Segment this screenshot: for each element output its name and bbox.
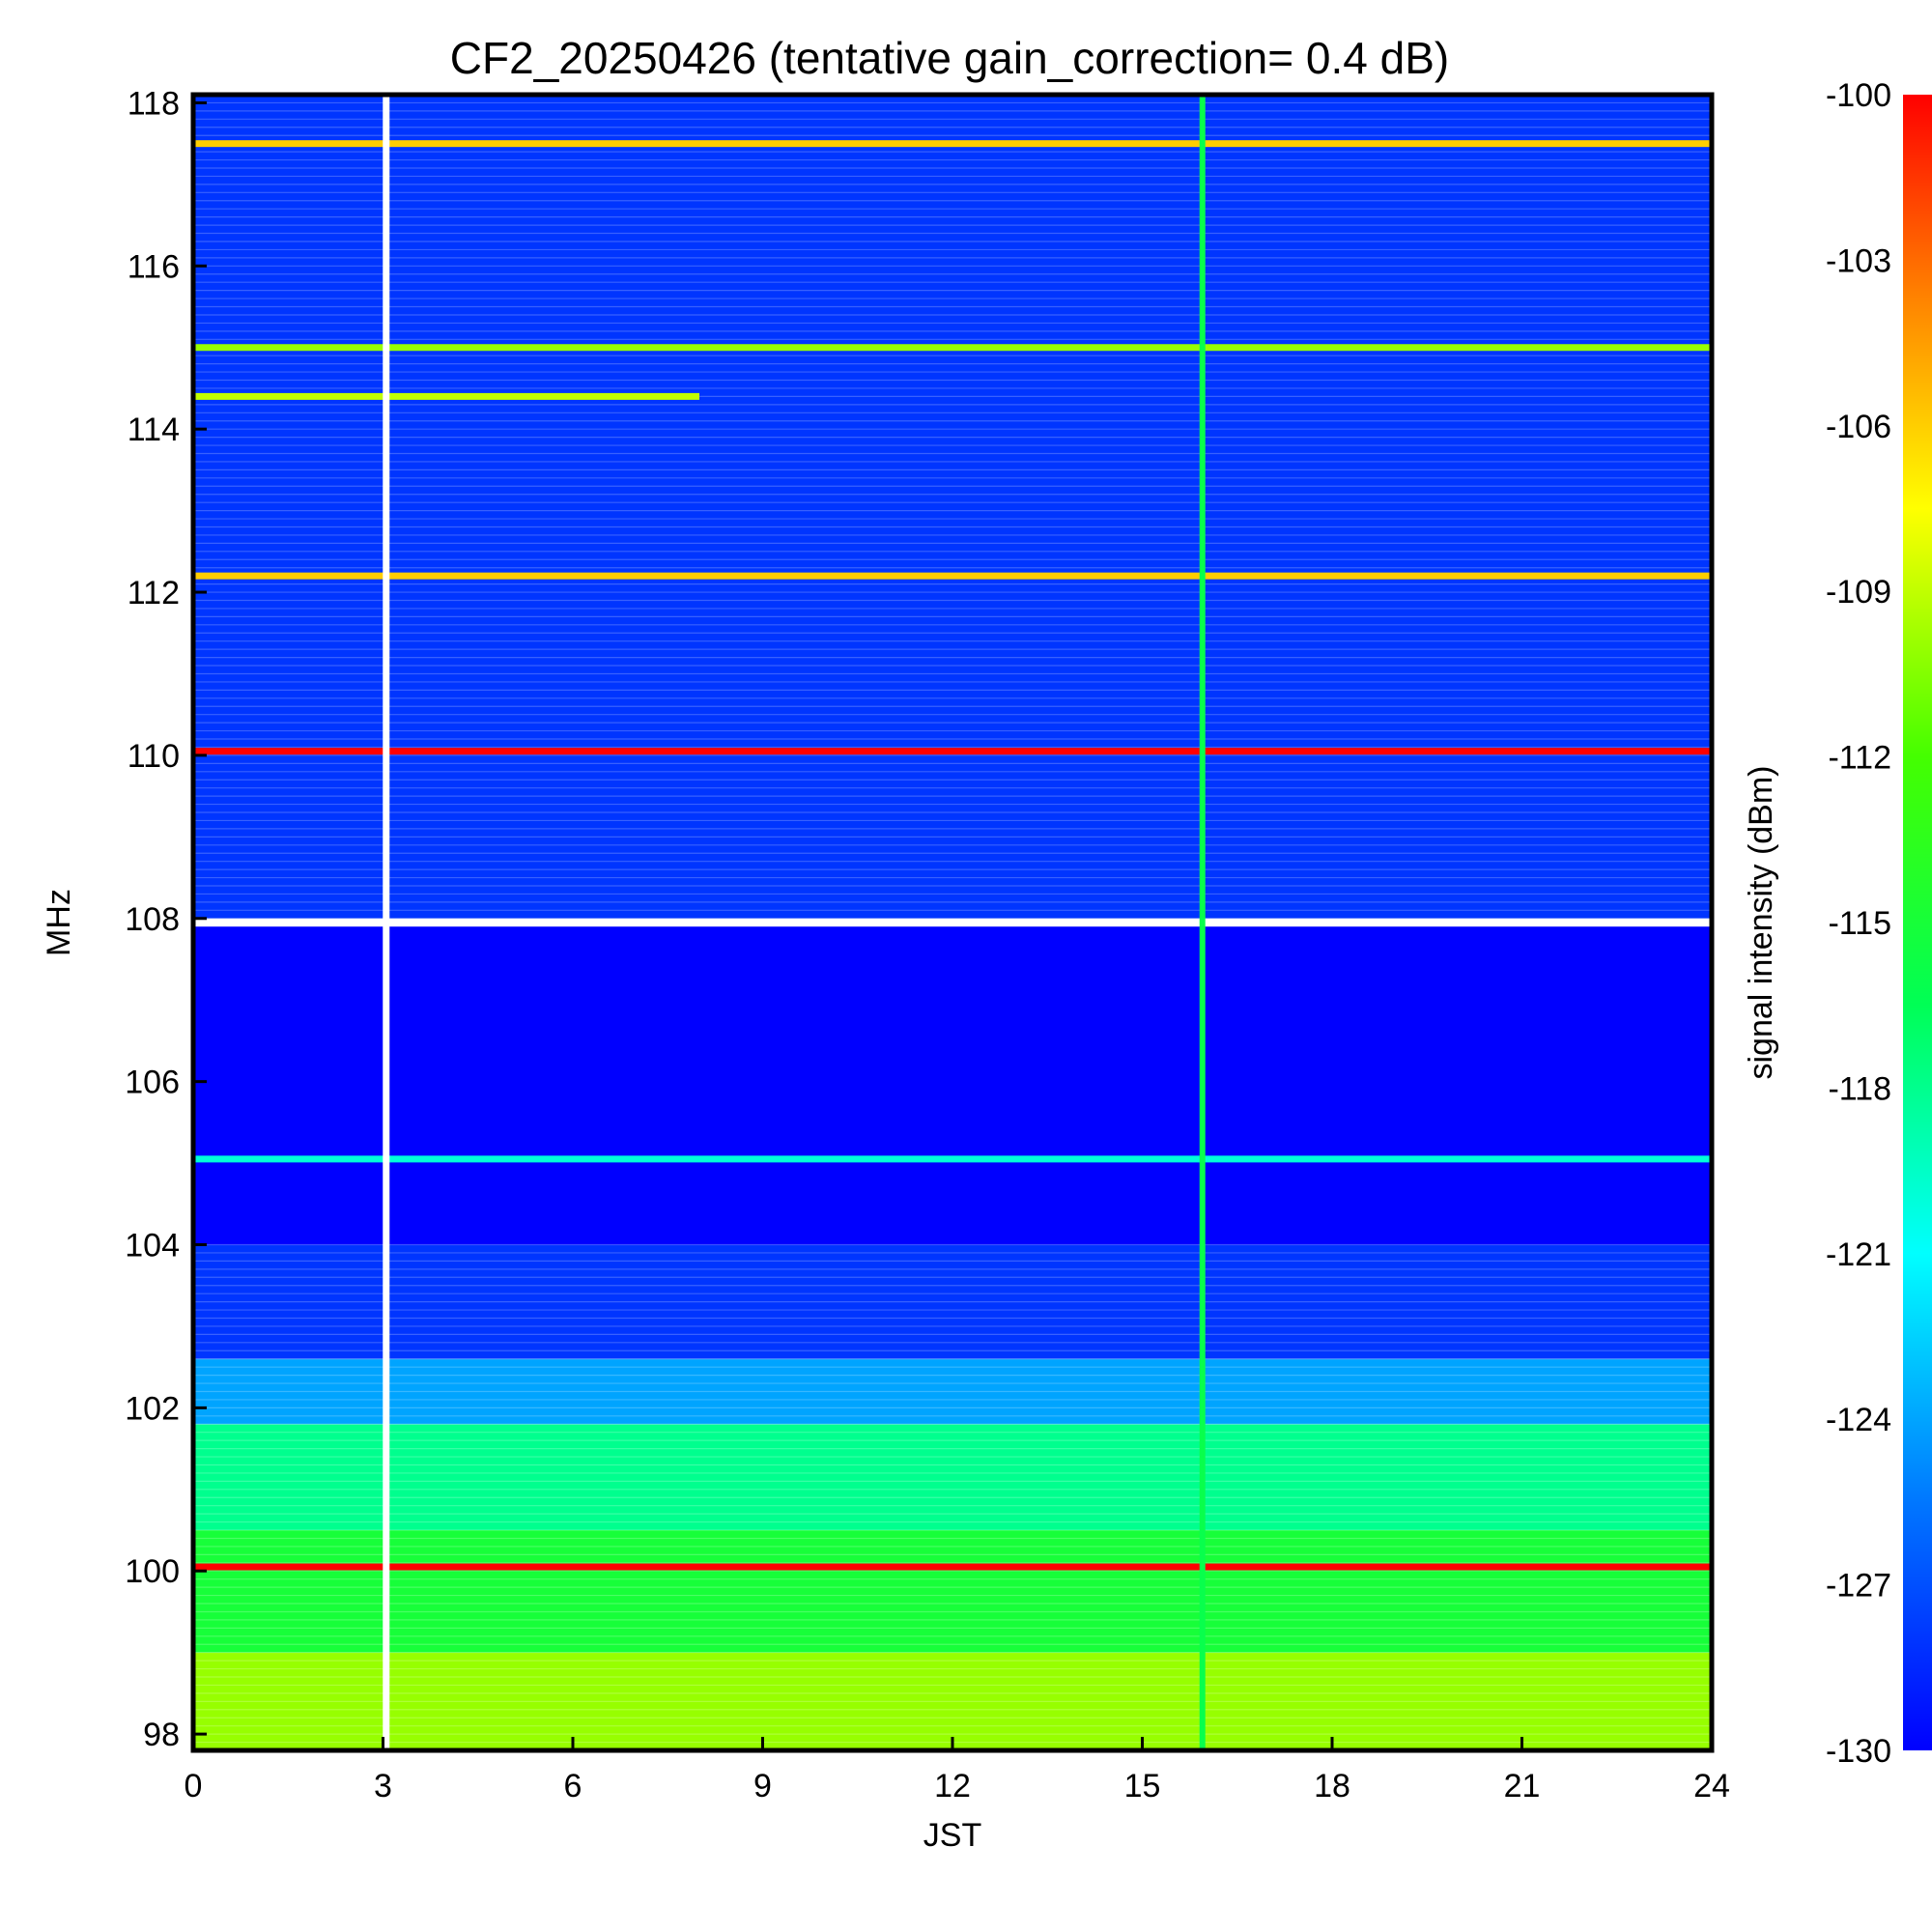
y-tick-label: 98 [143,1717,180,1753]
x-axis-label: JST [923,1817,981,1854]
y-axis-label: MHz [41,889,77,956]
x-tick-label: 24 [1693,1768,1730,1804]
emission-line [193,140,1712,148]
colorbar-tick-label: -100 [1826,77,1891,114]
colorbar-tick-label: -109 [1826,574,1891,611]
emission-line [193,748,1712,755]
y-tick-label: 108 [125,901,180,938]
emission-line [193,1563,1712,1571]
background-band [193,1652,1712,1750]
data-gap [383,95,390,1750]
y-tick-label: 118 [128,85,180,122]
colorbar-tick-label: -103 [1826,242,1891,279]
emission-line [193,1155,1712,1163]
y-tick-label: 116 [128,248,180,285]
y-tick-label: 100 [125,1553,180,1590]
x-tick-label: 6 [564,1768,582,1804]
colorbar-tick-label: -130 [1826,1733,1891,1770]
emission-line [193,344,1712,352]
y-tick-label: 104 [125,1228,180,1264]
colorbar-tick-label: -118 [1828,1070,1891,1107]
colorbar-tick-label: -115 [1828,905,1891,942]
colorbar-label: signal intensity (dBm) [1743,765,1779,1079]
x-tick-label: 21 [1504,1768,1541,1804]
x-tick-label: 3 [374,1768,392,1804]
y-tick-label: 102 [125,1390,180,1427]
spectrogram-plot-area [193,94,1712,1751]
y-tick-label: 112 [128,575,180,611]
x-tick-label: 12 [934,1768,971,1804]
background-band [193,95,1712,919]
colorbar-tick-label: -127 [1826,1568,1891,1605]
emission-line [193,392,699,400]
background-band [193,926,1712,1245]
colorbar-tick-label: -112 [1828,740,1891,777]
x-tick-label: 9 [753,1768,772,1804]
x-tick-label: 0 [185,1768,203,1804]
y-axis-ticks: 98 100 102 104 106 108 110 112 114 116 118 [125,85,207,1753]
background-band [193,1358,1712,1425]
x-tick-label: 18 [1314,1768,1350,1804]
colorbar-tick-label: -124 [1826,1402,1891,1438]
background-band [193,1530,1712,1653]
interference-line [1199,95,1206,1750]
background-band [193,1424,1712,1531]
colorbar-ticks: -100 -103 -106 -109 -112 -115 -118 -121 -124 -127… [1826,77,1891,1770]
emission-line [193,572,1712,580]
x-tick-label: 15 [1124,1768,1161,1804]
chart-title: CF2_20250426 (tentative gain_correction=… [450,33,1449,83]
colorbar-tick-label: -121 [1826,1236,1891,1273]
y-tick-label: 114 [128,412,180,448]
colorbar [1903,95,1932,1750]
x-axis-ticks: 0 3 6 9 12 15 18 21 24 [185,1737,1730,1804]
y-tick-label: 106 [125,1065,180,1101]
background-band [193,1244,1712,1359]
colorbar-tick-label: -106 [1826,409,1891,445]
y-tick-label: 110 [128,738,180,775]
